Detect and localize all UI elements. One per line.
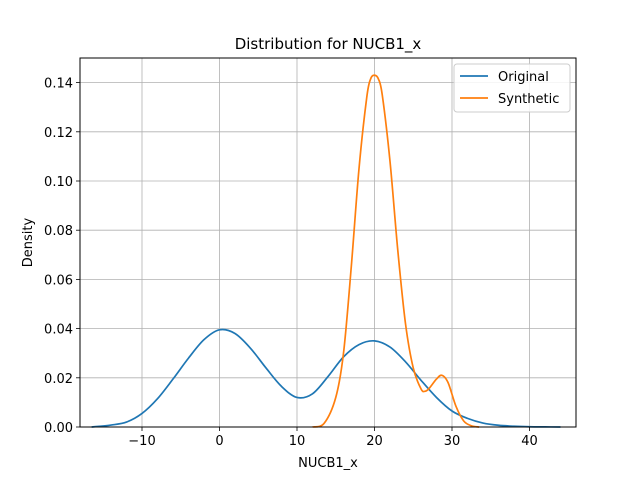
grid <box>80 58 576 428</box>
legend: Original Synthetic <box>453 63 571 113</box>
y-tick-label: 0.00 <box>44 421 73 436</box>
y-tick-label: 0.10 <box>44 175 73 190</box>
x-tick-label: 0 <box>215 434 223 449</box>
ticks: −10 0 10 20 30 40 0.00 0.02 0.04 0.06 0.08 0.10 0.12… <box>44 77 538 449</box>
chart-title: Distribution for NUCB1_x <box>235 35 422 54</box>
series-line-synthetic <box>312 74 480 428</box>
series-group <box>91 74 561 428</box>
x-tick-label: 40 <box>521 434 538 449</box>
x-tick-label: 20 <box>366 434 383 449</box>
series-line-original <box>91 328 561 428</box>
x-tick-label: 10 <box>289 434 306 449</box>
y-tick-label: 0.04 <box>44 323 73 338</box>
x-axis-title: NUCB1_x <box>298 456 358 471</box>
y-tick-label: 0.14 <box>44 77 73 92</box>
y-axis-title: Density <box>21 217 36 267</box>
legend-label-synthetic: Synthetic <box>498 92 559 107</box>
x-tick-label: −10 <box>128 434 155 449</box>
y-tick-label: 0.02 <box>44 372 73 387</box>
plot-frame <box>79 57 577 428</box>
y-tick-label: 0.12 <box>44 126 73 141</box>
y-tick-label: 0.08 <box>44 224 73 239</box>
x-tick-label: 30 <box>444 434 461 449</box>
y-tick-label: 0.06 <box>44 273 73 288</box>
legend-label-original: Original <box>498 70 549 85</box>
